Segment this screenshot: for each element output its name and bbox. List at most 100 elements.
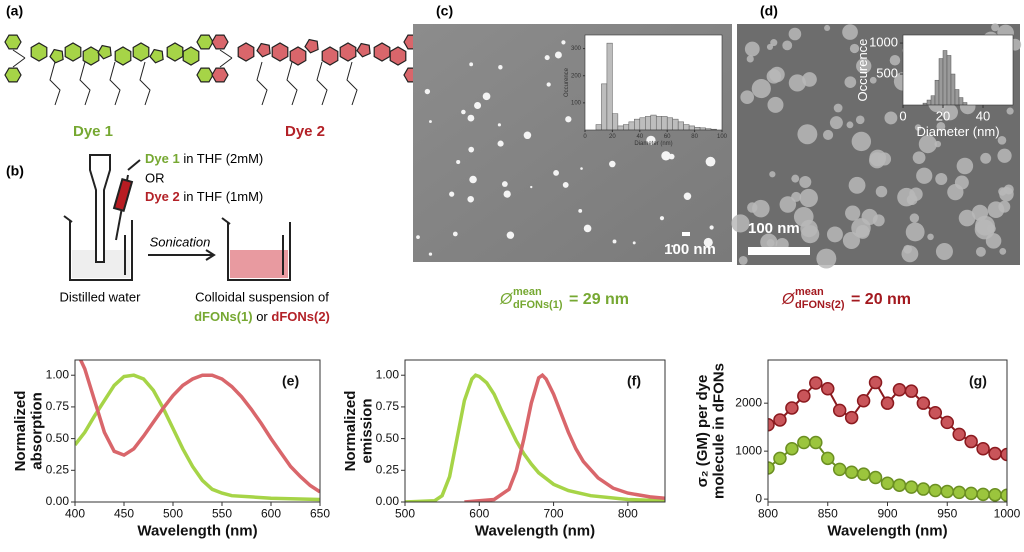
y-tick-label: 200 xyxy=(571,73,582,79)
y-tick-label: 1000 xyxy=(735,443,762,457)
ring xyxy=(49,48,64,64)
particle xyxy=(766,43,774,51)
ring xyxy=(30,42,48,62)
particle xyxy=(985,233,1002,249)
particle xyxy=(416,235,420,240)
particle xyxy=(799,175,812,189)
marker xyxy=(821,382,835,396)
protocol-text: Dye 1 in THF (2mM) xyxy=(145,151,263,166)
y-tick-label: 0.50 xyxy=(376,431,400,445)
marker xyxy=(904,384,919,398)
plot xyxy=(922,50,968,105)
particle xyxy=(474,101,482,109)
ring xyxy=(321,46,339,66)
caption-sup: mean xyxy=(795,286,824,298)
particle xyxy=(646,135,656,145)
bond xyxy=(12,49,26,59)
x-axis-title: Wavelength (nm) xyxy=(475,522,595,539)
x-axis-title: Wavelength (nm) xyxy=(827,522,947,539)
ring xyxy=(97,44,112,60)
particle xyxy=(501,181,508,187)
particle xyxy=(671,244,674,248)
particle xyxy=(833,103,843,113)
scale-label: 100 nm xyxy=(748,220,800,237)
particle xyxy=(947,183,964,201)
y-tick-label: 100 xyxy=(571,100,582,106)
particle xyxy=(851,131,872,152)
caption-symbol: Ø xyxy=(499,291,514,308)
ring xyxy=(211,34,229,50)
particle xyxy=(884,111,898,125)
particle xyxy=(424,88,431,95)
particle xyxy=(498,65,503,70)
panel-label: (g) xyxy=(969,373,987,389)
particle xyxy=(523,131,532,140)
particle xyxy=(767,96,784,113)
alkyl xyxy=(346,61,358,106)
particle xyxy=(816,248,837,269)
particle xyxy=(856,58,872,74)
bar xyxy=(946,55,952,105)
x-tick-label: 0 xyxy=(583,134,587,140)
y-tick-label: 1.00 xyxy=(46,367,70,381)
bar xyxy=(950,73,956,105)
x-tick-label: 80 xyxy=(691,134,698,140)
bar xyxy=(666,117,673,130)
scale-label: 100 nm xyxy=(664,241,716,258)
particle xyxy=(461,109,466,115)
particle xyxy=(956,157,974,175)
marker xyxy=(988,446,1002,461)
y-tick-label: 0.75 xyxy=(46,399,70,413)
particle xyxy=(449,191,455,197)
x-tick-label: 650 xyxy=(310,507,330,521)
protocol-text: OR xyxy=(145,170,165,185)
x-tick-label: 0 xyxy=(899,109,906,124)
marker xyxy=(916,396,931,410)
line xyxy=(75,373,320,502)
particle xyxy=(482,92,491,101)
marker xyxy=(768,418,775,432)
particle xyxy=(562,181,569,188)
marker xyxy=(964,486,978,501)
particle xyxy=(738,255,748,265)
bar xyxy=(672,118,679,130)
y-axis-title: Normalized xyxy=(342,391,359,472)
particle xyxy=(829,116,843,130)
particle xyxy=(842,231,861,249)
scale-bar xyxy=(748,247,810,255)
ring xyxy=(166,42,184,62)
particle xyxy=(997,135,1007,145)
particle xyxy=(546,82,551,87)
y-tick-label: 0.00 xyxy=(376,494,400,508)
y-tick-label: 300 xyxy=(571,46,582,52)
ring xyxy=(256,42,271,58)
particle xyxy=(578,209,583,213)
protocol-text: Dye 2 in THF (1mM) xyxy=(145,189,263,204)
y-tick-label: 0.25 xyxy=(46,462,70,476)
particle xyxy=(456,159,461,165)
marker xyxy=(988,488,1002,502)
particle xyxy=(826,226,843,243)
frame xyxy=(74,359,321,503)
particle xyxy=(912,151,926,165)
bar xyxy=(677,121,684,130)
particle xyxy=(467,114,475,122)
bar xyxy=(595,124,602,130)
y-axis-title: molecule in dFONs xyxy=(711,363,728,499)
x-tick-label: 900 xyxy=(877,507,897,521)
particle xyxy=(801,225,820,244)
alkyl xyxy=(256,61,268,106)
x-tick-label: 950 xyxy=(937,507,957,521)
x-tick-label: 700 xyxy=(544,507,564,521)
y-axis-title: Normalized xyxy=(12,391,29,472)
particle xyxy=(632,241,636,245)
ring xyxy=(373,42,391,62)
particle xyxy=(530,185,533,189)
marker xyxy=(952,485,966,500)
alkyl xyxy=(79,61,91,106)
y-tick-label: 0.25 xyxy=(376,462,400,476)
molecules xyxy=(4,34,421,106)
scale-bar xyxy=(682,232,690,236)
dye-label: Dye 2 xyxy=(285,123,325,140)
x-tick-label: 500 xyxy=(395,507,415,521)
